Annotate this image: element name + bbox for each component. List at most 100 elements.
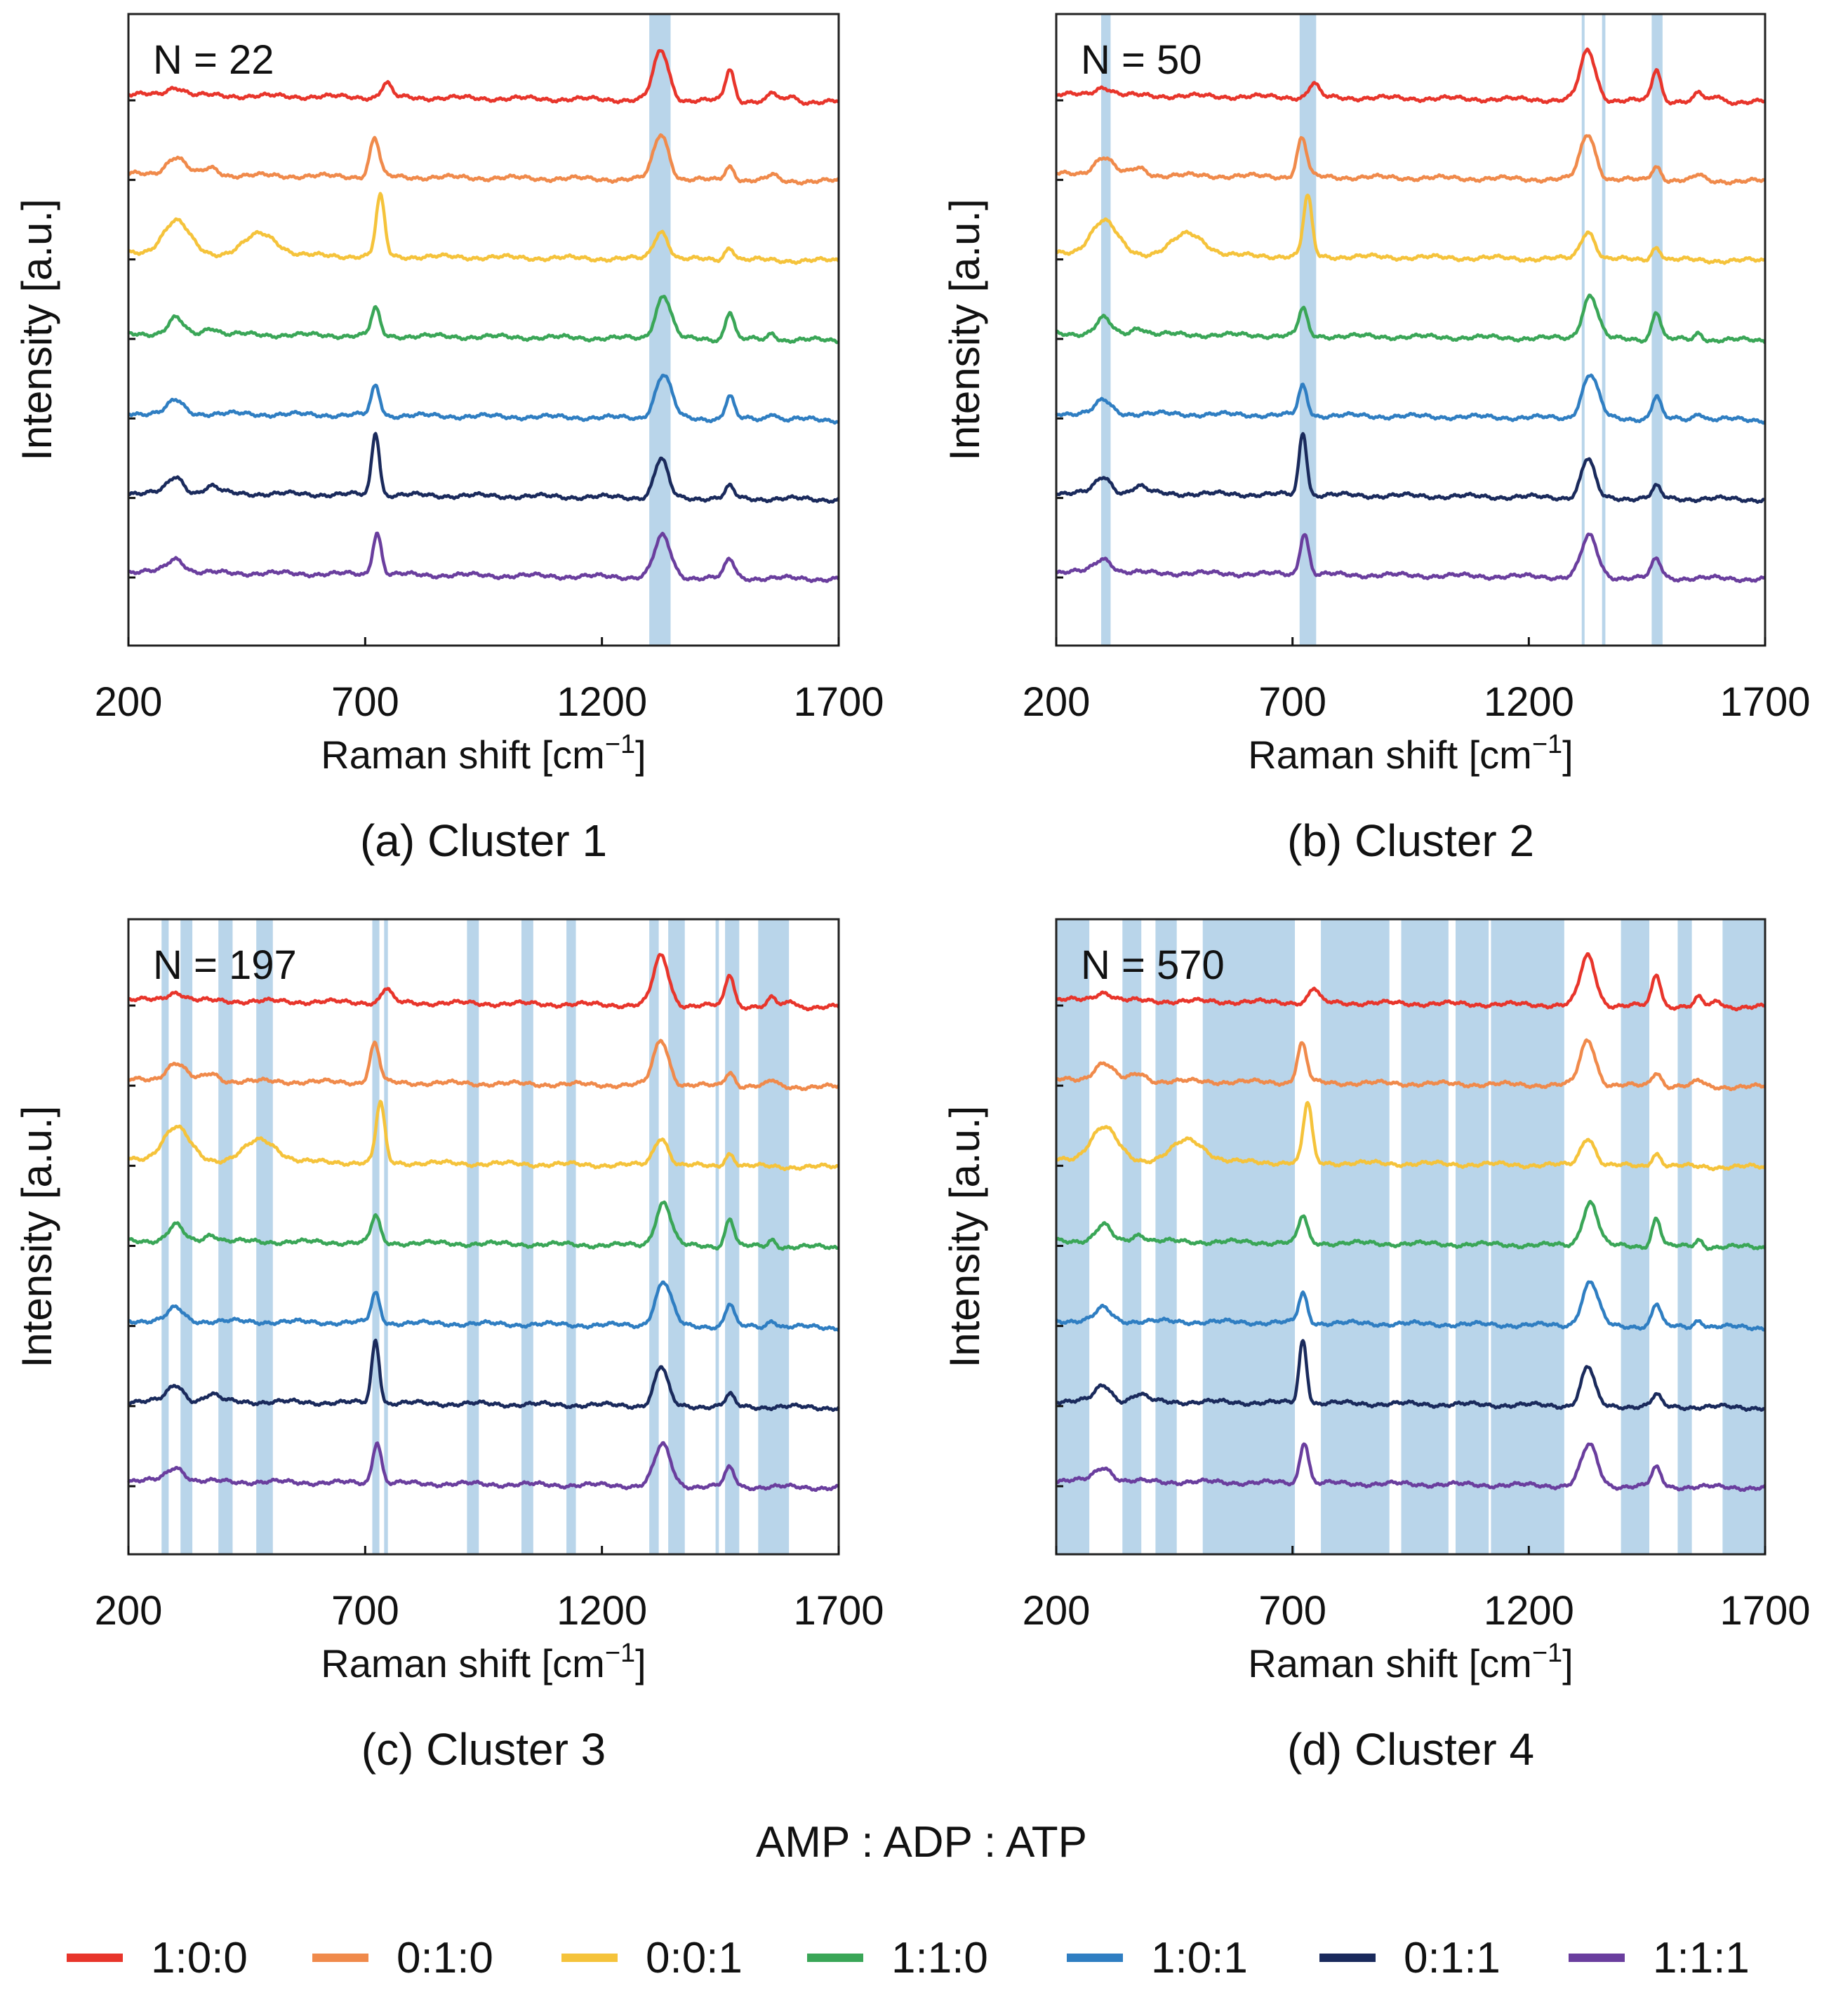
x-tick-label: 1200: [1484, 1588, 1574, 1634]
y-axis-label: Intensity [a.u.]: [941, 1106, 988, 1368]
series-line-0-1-1: [1055, 1339, 1766, 1413]
x-tick-label: 1700: [793, 679, 884, 725]
series-line-1-0-0: [128, 48, 839, 106]
legend-item-0-1-0: 0:1:0: [312, 1930, 493, 1986]
legend-item-0-0-1: 0:0:1: [561, 1930, 743, 1986]
n-count-label: N = 570: [1081, 942, 1225, 988]
series-line-0-1-0: [127, 1039, 840, 1091]
highlight-band: [1581, 14, 1585, 646]
panel-a: 200 700 1200 1700 Raman shift [cm−1] Intensit…: [13, 13, 884, 866]
panel-d: 200 700 1200 1700 Raman shift [cm−1] Intensit…: [941, 918, 1811, 1775]
x-tick-label: 700: [331, 1588, 399, 1634]
highlight-band: [1100, 14, 1111, 646]
highlight-band: [1491, 919, 1564, 1554]
series-line-0-1-0: [1055, 134, 1766, 186]
series-line-1-0-0: [1055, 47, 1767, 107]
panel-caption: (b) Cluster 2: [1287, 815, 1534, 866]
series-line-1-0-0: [1055, 952, 1766, 1012]
legend-swatch-0-1-1: [1319, 1954, 1376, 1962]
series-line-0-1-0: [1055, 1038, 1767, 1092]
series-line-1-0-1: [128, 1280, 840, 1332]
legend-swatch-1-1-0: [807, 1954, 863, 1962]
highlight-band: [218, 919, 233, 1554]
series-line-1-1-0: [127, 1200, 839, 1251]
n-count-label: N = 50: [1081, 37, 1202, 83]
legend-swatch-1-0-0: [67, 1954, 123, 1962]
legend-swatch-0-1-0: [312, 1954, 368, 1962]
highlight-band: [1651, 14, 1663, 646]
series-line-0-1-1: [128, 432, 840, 504]
highlight-band: [715, 919, 719, 1554]
x-tick-label: 1700: [793, 1588, 884, 1634]
series-line-1-0-1: [128, 373, 839, 425]
legend-title: AMP : ADP : ATP: [755, 1818, 1088, 1867]
plot-frame: [1055, 918, 1767, 1556]
highlight-band: [1401, 919, 1449, 1554]
x-tick-label: 200: [1023, 1588, 1091, 1634]
x-axis-label: Raman shift [cm−1]: [1248, 730, 1573, 777]
series-line-1-1-0: [127, 295, 839, 345]
series-line-0-0-1: [1056, 193, 1766, 265]
series-line-0-1-0: [128, 133, 839, 186]
x-tick-label: 200: [1023, 679, 1091, 725]
panel-c: 200 700 1200 1700 Raman shift [cm−1] Intensit…: [13, 918, 884, 1775]
legend-item-1-1-0: 1:1:0: [807, 1930, 988, 1986]
legend-label-1-0-1: 1:0:1: [1151, 1933, 1248, 1982]
legend-swatch-1-0-1: [1067, 1954, 1123, 1962]
highlight-band: [384, 919, 388, 1554]
panel-caption: (a) Cluster 1: [360, 815, 607, 866]
highlight-band: [1321, 919, 1390, 1554]
highlight-band: [1056, 919, 1090, 1554]
x-tick-label: 700: [1258, 1588, 1326, 1634]
legend-swatch-1-1-1: [1569, 1954, 1625, 1962]
plot-frame: [1055, 13, 1767, 647]
series-line-1-1-0: [1055, 1199, 1767, 1251]
highlight-band: [1155, 919, 1177, 1554]
x-axis-label: Raman shift [cm−1]: [321, 730, 646, 777]
series-line-0-0-1: [127, 1100, 840, 1172]
series-line-0-1-1: [127, 1338, 840, 1413]
legend-item-1-0-1: 1:0:1: [1067, 1930, 1248, 1986]
highlight-band: [1202, 919, 1296, 1554]
legend-label-1-1-0: 1:1:0: [891, 1933, 988, 1982]
legend-item-1-0-0: 1:0:0: [67, 1930, 248, 1986]
legend-swatch-0-0-1: [561, 1954, 618, 1962]
highlight-band: [1122, 919, 1142, 1554]
panel-b: 200 700 1200 1700 Raman shift [cm−1] Intensit…: [941, 13, 1811, 866]
x-tick-label: 1200: [557, 1588, 647, 1634]
legend-label-1-0-0: 1:0:0: [151, 1933, 248, 1982]
series-line-1-0-1: [1055, 373, 1767, 425]
series-line-1-1-1: [1056, 1442, 1767, 1493]
panel-caption: (c) Cluster 3: [361, 1724, 606, 1775]
highlight-band: [467, 919, 479, 1554]
highlight-band: [1621, 919, 1650, 1554]
x-tick-label: 1200: [1484, 679, 1574, 725]
x-tick-label: 200: [95, 679, 163, 725]
highlight-band: [256, 919, 273, 1554]
x-tick-label: 1700: [1719, 1588, 1810, 1634]
series-line-0-0-1: [1055, 1100, 1767, 1172]
y-axis-label: Intensity [a.u.]: [13, 199, 60, 461]
highlight-band: [1677, 919, 1692, 1554]
x-tick-label: 1700: [1719, 679, 1810, 725]
series-line-1-0-0: [127, 953, 840, 1012]
highlight-band: [566, 919, 576, 1554]
highlight-band: [1455, 919, 1489, 1554]
x-tick-label: 1200: [557, 679, 647, 725]
highlight-band: [1722, 919, 1765, 1554]
x-tick-label: 700: [331, 679, 399, 725]
series-line-0-1-1: [1055, 432, 1766, 505]
plot-frame: [127, 918, 840, 1556]
y-axis-label: Intensity [a.u.]: [941, 199, 988, 461]
x-tick-label: 200: [95, 1588, 163, 1634]
series-line-1-1-1: [127, 1441, 840, 1493]
n-count-label: N = 22: [153, 37, 274, 83]
highlight-band: [521, 919, 533, 1554]
legend-item-1-1-1: 1:1:1: [1569, 1930, 1750, 1986]
x-axis-label: Raman shift [cm−1]: [321, 1638, 646, 1685]
plot-frame: [127, 13, 840, 647]
x-axis-label: Raman shift [cm−1]: [1248, 1638, 1573, 1685]
highlight-band: [758, 919, 790, 1554]
series-line-0-0-1: [127, 192, 840, 265]
